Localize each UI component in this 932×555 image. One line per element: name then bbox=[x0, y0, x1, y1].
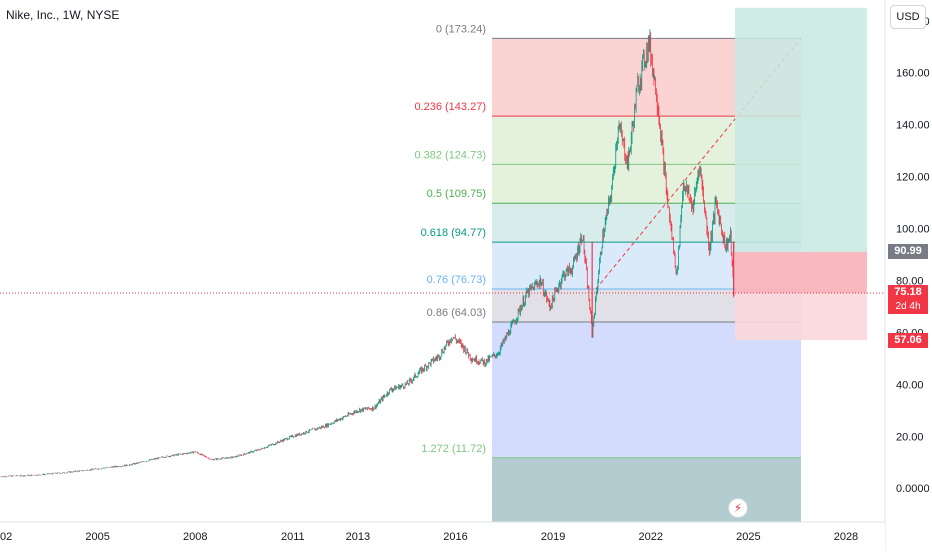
price-axis bbox=[885, 0, 932, 550]
x-tick-label: 2005 bbox=[85, 531, 109, 543]
profit-zone bbox=[735, 7, 867, 252]
fib-level-label: 0.76 (76.73) bbox=[427, 274, 486, 286]
symbol-title[interactable]: Nike, Inc., 1W, NYSE bbox=[6, 8, 120, 22]
y-tick-label: 40.00 bbox=[896, 379, 924, 391]
x-tick-label: 2025 bbox=[736, 531, 760, 543]
realized-loss-zone bbox=[735, 251, 867, 293]
y-tick-label: 20.00 bbox=[896, 431, 924, 443]
lightning-icon[interactable]: ⚡ bbox=[728, 498, 748, 518]
fib-level-label: 0 (173.24) bbox=[436, 23, 486, 35]
x-tick-label: 2002 bbox=[0, 531, 12, 543]
fib-level-label: 0.236 (143.27) bbox=[414, 101, 486, 113]
price-series bbox=[0, 29, 735, 478]
currency-button[interactable]: USD bbox=[890, 5, 926, 29]
x-tick-label: 2016 bbox=[443, 531, 467, 543]
y-tick-label: 160.00 bbox=[896, 68, 930, 80]
y-tick-label: 0.0000 bbox=[896, 483, 930, 495]
x-tick-label: 2028 bbox=[834, 531, 858, 543]
bar-countdown: 2d 4h bbox=[888, 299, 928, 314]
x-tick-label: 2013 bbox=[346, 531, 370, 543]
fib-zone bbox=[492, 457, 801, 522]
x-tick-label: 2022 bbox=[638, 531, 662, 543]
x-tick-label: 2008 bbox=[183, 531, 207, 543]
fib-level-label: 0.5 (109.75) bbox=[427, 188, 486, 200]
current-price-tag: 75.18 bbox=[888, 285, 928, 301]
upper-price-tag: 90.99 bbox=[888, 244, 928, 260]
fib-level-label: 1.272 (11.72) bbox=[421, 443, 486, 455]
lower-price-tag: 57.06 bbox=[888, 332, 928, 348]
y-tick-label: 80.00 bbox=[896, 275, 924, 287]
long-position-tool[interactable] bbox=[0, 7, 885, 341]
y-tick-label: 120.00 bbox=[896, 172, 930, 184]
fib-zone bbox=[492, 321, 801, 458]
x-tick-label: 2019 bbox=[541, 531, 565, 543]
time-axis bbox=[0, 522, 885, 550]
y-tick-label: 140.00 bbox=[896, 120, 930, 132]
x-tick-label: 2011 bbox=[281, 531, 305, 543]
fib-level-label: 0.86 (64.03) bbox=[427, 307, 486, 319]
fib-level-label: 0.618 (94.77) bbox=[421, 227, 486, 239]
fib-level-label: 0.382 (124.73) bbox=[414, 149, 486, 161]
y-tick-label: 100.00 bbox=[896, 224, 930, 236]
